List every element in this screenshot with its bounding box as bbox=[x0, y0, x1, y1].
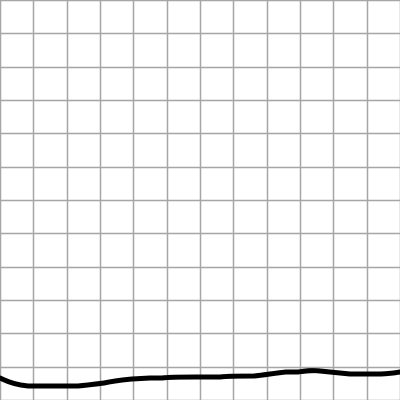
freehand-stroke bbox=[0, 368, 400, 389]
